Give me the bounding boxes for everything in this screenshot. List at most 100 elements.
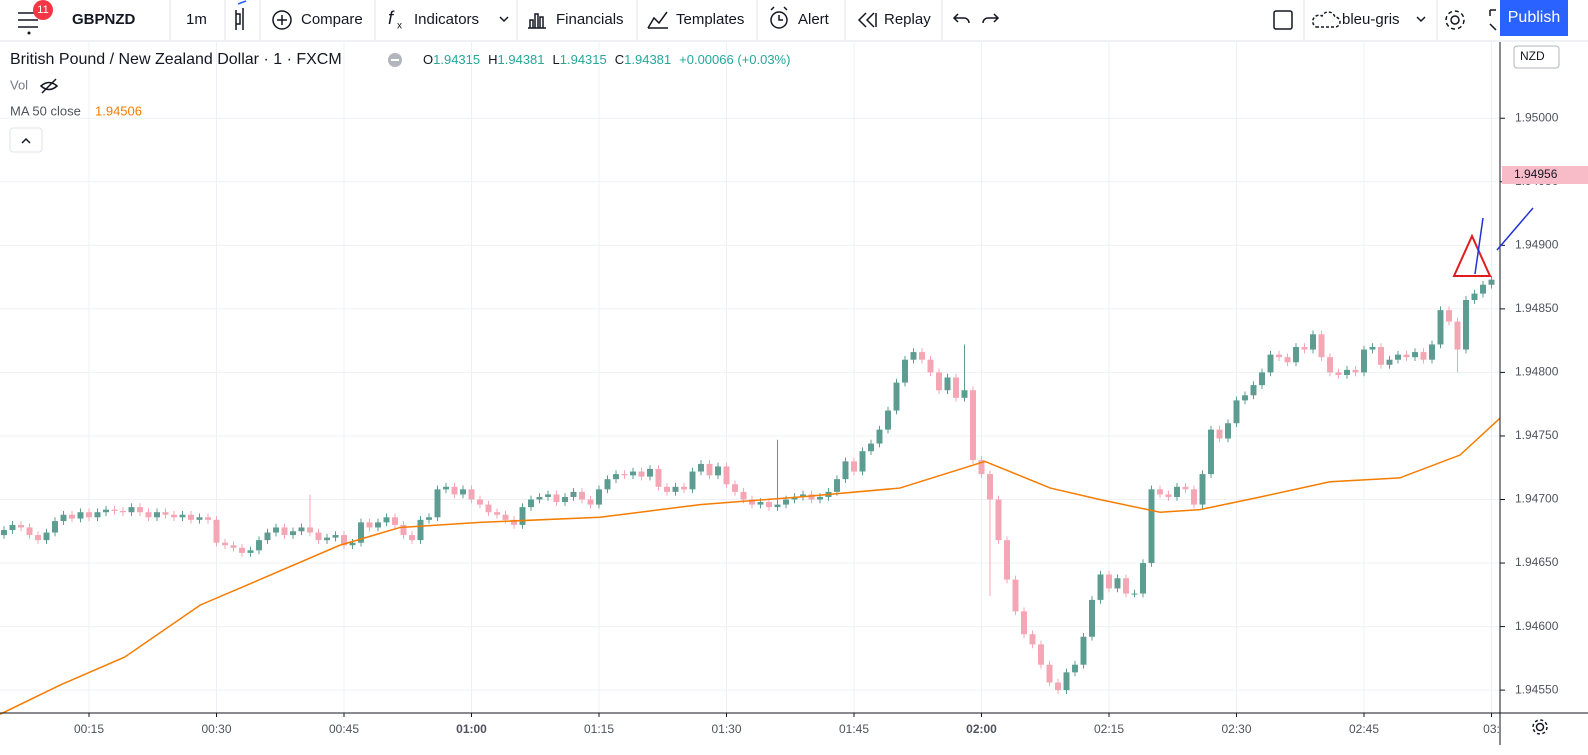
candle-body bbox=[528, 499, 534, 508]
candle-body bbox=[145, 512, 152, 518]
candle-body bbox=[1123, 578, 1129, 594]
candle-body bbox=[1148, 489, 1155, 564]
candle-body bbox=[545, 494, 551, 497]
candle-body bbox=[1157, 489, 1163, 495]
currency-label: NZD bbox=[1520, 49, 1545, 63]
candle-body bbox=[1004, 540, 1010, 580]
chart-style-button[interactable] bbox=[235, 0, 247, 30]
hidden-icon[interactable] bbox=[39, 78, 59, 94]
candle-body bbox=[1216, 429, 1223, 439]
candle-body bbox=[1437, 310, 1444, 345]
candle-body bbox=[851, 461, 857, 472]
undo-button[interactable] bbox=[952, 13, 970, 24]
candle-body bbox=[791, 496, 798, 500]
y-tick-label: 1.94600 bbox=[1515, 619, 1559, 633]
candle-body bbox=[324, 537, 330, 541]
trend-line[interactable] bbox=[1496, 207, 1534, 251]
ohlc-key: H bbox=[488, 52, 497, 67]
layout-name: bleu-gris bbox=[1342, 11, 1400, 28]
x-tick-label: 01:15 bbox=[584, 722, 614, 736]
candle-body bbox=[341, 535, 347, 546]
candle-body bbox=[1318, 334, 1325, 358]
publish-button[interactable]: Publish bbox=[1500, 0, 1568, 36]
candle-body bbox=[596, 489, 602, 505]
settings-button[interactable] bbox=[1445, 10, 1465, 30]
candle-body bbox=[817, 496, 823, 500]
candle-body bbox=[196, 517, 203, 520]
fullscreen-button[interactable] bbox=[1489, 9, 1497, 31]
indicators-label: Indicators bbox=[414, 11, 479, 28]
candle-body bbox=[1165, 494, 1172, 497]
ohlc-value: 1.94381 bbox=[624, 52, 671, 67]
change: +0.00066 (+0.03%) bbox=[679, 52, 790, 67]
candle-body bbox=[307, 527, 313, 533]
alert-button[interactable]: Alert bbox=[770, 6, 830, 29]
candle-body bbox=[52, 521, 58, 533]
candle-body bbox=[757, 502, 764, 505]
candle-body bbox=[375, 522, 381, 528]
candle-body bbox=[1344, 369, 1350, 375]
candle-body bbox=[987, 474, 993, 500]
layout-button[interactable] bbox=[1273, 10, 1293, 30]
ma-value: 1.94506 bbox=[95, 103, 142, 118]
axes: 1.950001.949501.949001.948501.948001.947… bbox=[74, 110, 1559, 736]
candle-body bbox=[766, 502, 772, 508]
templates-button[interactable]: Templates bbox=[647, 11, 744, 29]
candle-body bbox=[213, 519, 220, 543]
candle-body bbox=[128, 507, 135, 513]
redo-button[interactable] bbox=[982, 13, 1000, 24]
financials-button[interactable]: Financials bbox=[528, 11, 624, 29]
x-tick-label: 03: bbox=[1483, 722, 1500, 736]
compare-label: Compare bbox=[301, 11, 363, 28]
compare-button[interactable]: Compare bbox=[272, 10, 363, 30]
candle-body bbox=[477, 499, 483, 505]
replay-label: Replay bbox=[884, 11, 931, 28]
candle-body bbox=[1208, 429, 1214, 475]
candle-body bbox=[885, 410, 891, 430]
candle-body bbox=[953, 377, 959, 398]
candle-body bbox=[69, 514, 75, 519]
currency-button[interactable]: NZD bbox=[1513, 45, 1560, 69]
svg-text:x: x bbox=[397, 21, 402, 32]
candle-body bbox=[264, 532, 271, 541]
interval[interactable]: 1m bbox=[186, 11, 207, 28]
x-tick-label: 02:15 bbox=[1094, 722, 1124, 736]
candle-body bbox=[1301, 347, 1308, 350]
x-tick-label: 02:45 bbox=[1349, 722, 1379, 736]
ohlc-key: L bbox=[553, 52, 560, 67]
symbol[interactable]: GBPNZD bbox=[72, 11, 136, 28]
triangle-drawing[interactable] bbox=[1452, 233, 1492, 277]
candle-body bbox=[26, 527, 33, 536]
axis-settings[interactable] bbox=[1532, 719, 1548, 735]
candle-body bbox=[1, 530, 7, 536]
candle-body bbox=[638, 471, 645, 477]
replay-button[interactable]: Replay bbox=[857, 11, 931, 28]
candle-body bbox=[1488, 279, 1495, 285]
candle-body bbox=[749, 499, 755, 505]
candle-body bbox=[468, 489, 475, 500]
y-tick-label: 1.94700 bbox=[1515, 492, 1559, 506]
candle-body bbox=[18, 524, 24, 528]
candle-body bbox=[120, 510, 126, 513]
candle-body bbox=[859, 451, 866, 472]
candle-body bbox=[1361, 349, 1367, 373]
trend-line[interactable] bbox=[1474, 217, 1484, 275]
candle-body bbox=[86, 512, 92, 518]
candle-body bbox=[927, 359, 934, 373]
svg-text:f: f bbox=[388, 8, 395, 28]
candle-body bbox=[995, 499, 1002, 541]
layout-menu[interactable]: bleu-gris bbox=[1312, 11, 1426, 28]
candle-body bbox=[205, 517, 211, 520]
candle-body bbox=[621, 474, 628, 476]
x-tick-label: 00:30 bbox=[201, 722, 231, 736]
candle-body bbox=[315, 532, 322, 541]
menu-button[interactable]: 11 bbox=[18, 0, 53, 35]
candle-body bbox=[740, 491, 747, 500]
candle-body bbox=[672, 486, 679, 492]
candle-body bbox=[137, 507, 143, 513]
candle-body bbox=[1259, 372, 1265, 386]
candle-body bbox=[383, 517, 390, 523]
x-tick-label: 00:45 bbox=[329, 722, 359, 736]
